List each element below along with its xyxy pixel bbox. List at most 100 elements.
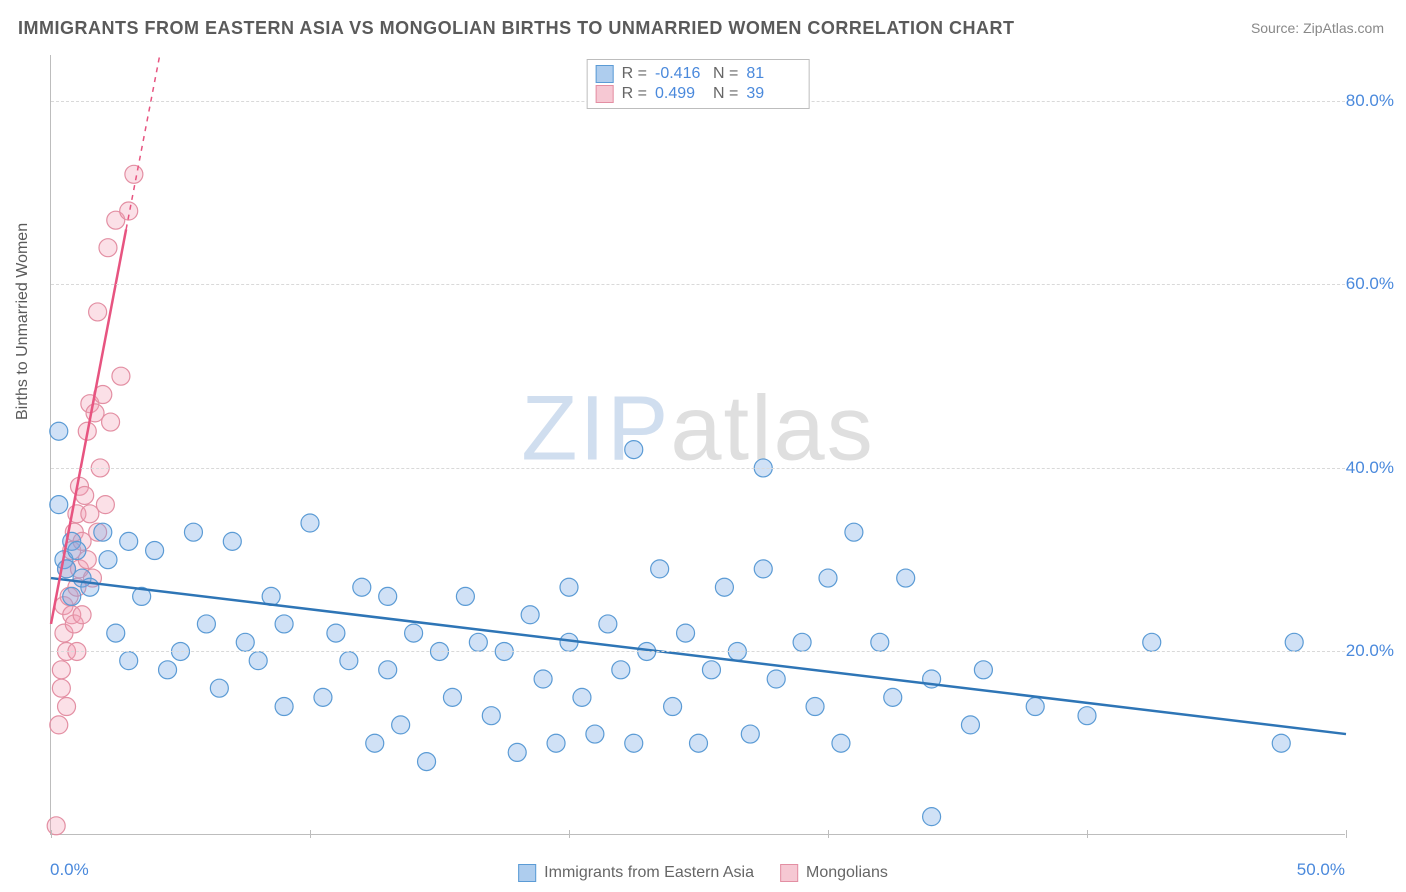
trend-line (51, 578, 1346, 734)
data-point (52, 661, 70, 679)
legend-item: Immigrants from Eastern Asia (518, 864, 754, 882)
data-point (832, 734, 850, 752)
y-tick-label: 40.0% (1346, 458, 1394, 478)
data-point (612, 661, 630, 679)
data-point (767, 670, 785, 688)
series-swatch-icon (518, 864, 536, 882)
data-point (120, 532, 138, 550)
legend-label: Immigrants from Eastern Asia (544, 864, 754, 882)
data-point (50, 422, 68, 440)
data-point (1078, 707, 1096, 725)
data-point (806, 698, 824, 716)
data-point (353, 578, 371, 596)
data-point (521, 606, 539, 624)
data-point (1285, 633, 1303, 651)
data-point (456, 587, 474, 605)
series-swatch-icon (596, 65, 614, 83)
plot-area: ZIPatlas R = -0.416 N = 81 R = 0.499 N =… (50, 55, 1345, 835)
data-point (961, 716, 979, 734)
data-point (58, 698, 76, 716)
data-point (107, 624, 125, 642)
x-tick (569, 830, 570, 838)
data-point (52, 679, 70, 697)
data-point (625, 734, 643, 752)
data-point (379, 661, 397, 679)
data-point (125, 165, 143, 183)
stat-n-label: N = (713, 85, 738, 103)
source-value: ZipAtlas.com (1303, 20, 1384, 36)
data-point (102, 413, 120, 431)
data-point (469, 633, 487, 651)
y-tick-label: 80.0% (1346, 91, 1394, 111)
stat-n-value: 39 (746, 85, 796, 103)
data-point (184, 523, 202, 541)
bottom-legend: Immigrants from Eastern Asia Mongolians (518, 864, 888, 882)
source-label: Source: (1251, 20, 1299, 36)
legend-stats-row: R = -0.416 N = 81 (596, 64, 797, 84)
data-point (392, 716, 410, 734)
data-point (120, 652, 138, 670)
data-point (586, 725, 604, 743)
data-point (560, 578, 578, 596)
legend-stats-box: R = -0.416 N = 81 R = 0.499 N = 39 (587, 59, 810, 109)
data-point (76, 486, 94, 504)
data-point (47, 817, 65, 835)
data-point (275, 615, 293, 633)
data-point (314, 688, 332, 706)
data-point (664, 698, 682, 716)
y-axis-label: Births to Unmarried Women (14, 223, 32, 420)
data-point (741, 725, 759, 743)
data-point (249, 652, 267, 670)
data-point (819, 569, 837, 587)
y-tick-label: 20.0% (1346, 641, 1394, 661)
x-tick-label: 50.0% (1297, 860, 1345, 880)
x-tick (51, 830, 52, 838)
stat-r-value: -0.416 (655, 65, 705, 83)
x-tick-label: 0.0% (50, 860, 89, 880)
data-point (690, 734, 708, 752)
data-point (418, 753, 436, 771)
x-tick (828, 830, 829, 838)
stat-n-value: 81 (746, 65, 796, 83)
series-swatch-icon (780, 864, 798, 882)
chart-svg (51, 55, 1345, 834)
stat-r-value: 0.499 (655, 85, 705, 103)
data-point (223, 532, 241, 550)
data-point (159, 661, 177, 679)
stat-n-label: N = (713, 65, 738, 83)
legend-item: Mongolians (780, 864, 888, 882)
legend-label: Mongolians (806, 864, 888, 882)
data-point (73, 606, 91, 624)
data-point (715, 578, 733, 596)
data-point (89, 303, 107, 321)
y-tick-label: 60.0% (1346, 274, 1394, 294)
data-point (508, 743, 526, 761)
data-point (50, 496, 68, 514)
data-point (68, 542, 86, 560)
chart-title: IMMIGRANTS FROM EASTERN ASIA VS MONGOLIA… (18, 18, 1014, 39)
data-point (625, 441, 643, 459)
x-tick (1346, 830, 1347, 838)
data-point (1143, 633, 1161, 651)
data-point (63, 587, 81, 605)
data-point (651, 560, 669, 578)
data-point (112, 367, 130, 385)
data-point (923, 808, 941, 826)
data-point (754, 560, 772, 578)
data-point (547, 734, 565, 752)
x-tick (1087, 830, 1088, 838)
data-point (379, 587, 397, 605)
data-point (99, 551, 117, 569)
data-point (884, 688, 902, 706)
data-point (236, 633, 254, 651)
x-tick (310, 830, 311, 838)
legend-stats-row: R = 0.499 N = 39 (596, 84, 797, 104)
stat-r-label: R = (622, 65, 647, 83)
data-point (677, 624, 695, 642)
data-point (871, 633, 889, 651)
data-point (340, 652, 358, 670)
data-point (210, 679, 228, 697)
gridline (51, 284, 1345, 285)
data-point (301, 514, 319, 532)
data-point (793, 633, 811, 651)
